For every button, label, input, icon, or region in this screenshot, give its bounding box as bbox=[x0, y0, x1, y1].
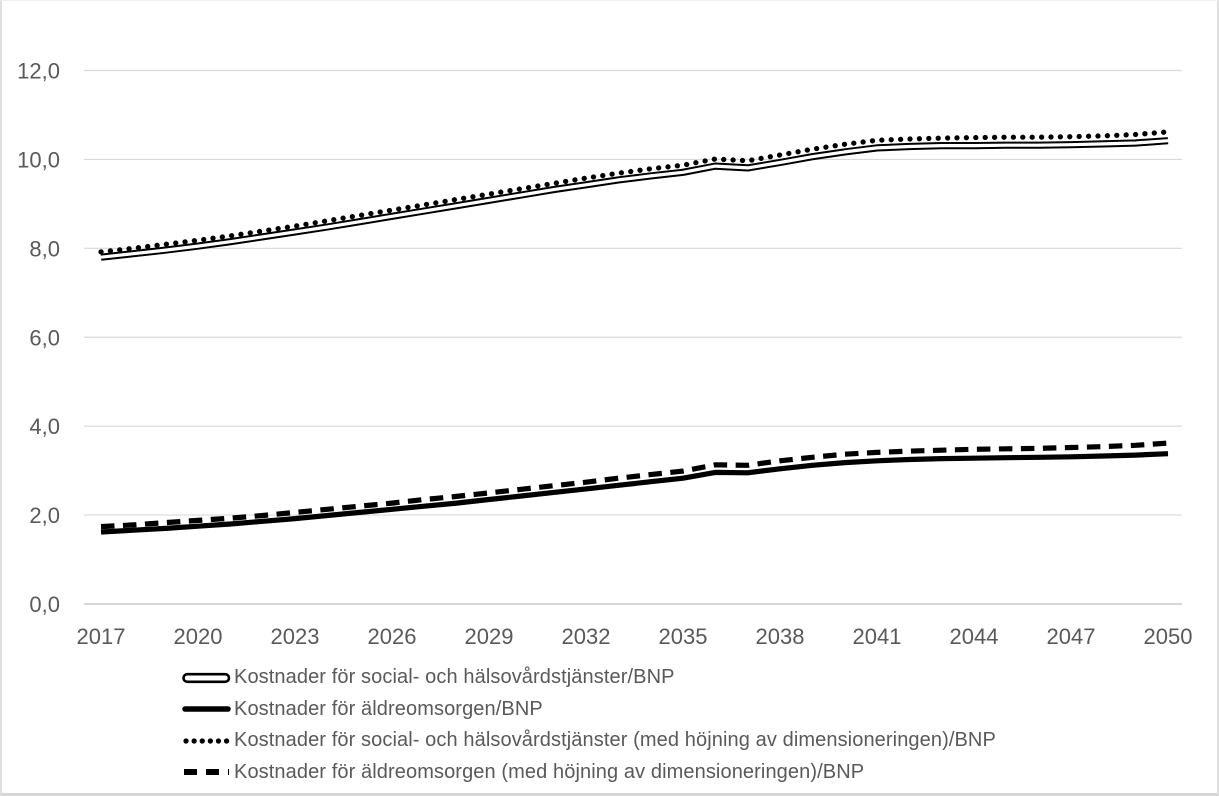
series-line-double-line bbox=[100, 139, 1169, 259]
x-tick-label: 2050 bbox=[1144, 624, 1193, 649]
line-chart-plot: 12,0 10,0 8,0 6,0 4,0 2,0 0,0 2017 2020 2023 2026 2… bbox=[17, 59, 1193, 650]
y-tick-label: 0,0 bbox=[29, 592, 60, 617]
legend-item-aldreomsorg: Kostnader för äldreomsorgen/BNP bbox=[182, 694, 996, 726]
legend-label: Kostnader för social- och hälsovårdstjän… bbox=[234, 666, 675, 689]
x-tick-label: 2041 bbox=[853, 624, 902, 649]
x-tick-label: 2020 bbox=[174, 624, 223, 649]
legend-item-social-halsovard-hojning: Kostnader för social- och hälsovårdstjän… bbox=[182, 725, 996, 757]
legend-marker-double-line-icon bbox=[182, 672, 231, 683]
x-tick-label: 2038 bbox=[756, 624, 805, 649]
x-tick-label: 2023 bbox=[271, 624, 320, 649]
y-tick-label: 6,0 bbox=[29, 325, 60, 350]
x-tick-label: 2017 bbox=[77, 624, 126, 649]
legend-marker-dotted-line-icon bbox=[183, 738, 231, 744]
series-line-solid bbox=[100, 451, 1169, 535]
legend-marker-dashed-line-icon bbox=[184, 769, 229, 776]
legend-item-social-halsovard: Kostnader för social- och hälsovårdstjän… bbox=[182, 662, 996, 694]
y-tick-label: 8,0 bbox=[29, 236, 60, 261]
series-line-dashed bbox=[100, 440, 1169, 530]
y-tick-label: 2,0 bbox=[29, 503, 60, 528]
x-tick-label: 2035 bbox=[659, 624, 708, 649]
x-tick-label: 2032 bbox=[562, 624, 611, 649]
x-tick-label: 2026 bbox=[368, 624, 417, 649]
legend-marker-solid-line-icon bbox=[182, 706, 231, 712]
legend-label: Kostnader för social- och hälsovårdstjän… bbox=[234, 729, 996, 752]
x-tick-label: 2044 bbox=[950, 624, 999, 649]
x-tick-label: 2029 bbox=[465, 624, 514, 649]
x-tick-label: 2047 bbox=[1047, 624, 1096, 649]
y-tick-label: 12,0 bbox=[17, 59, 60, 84]
legend-label: Kostnader för äldreomsorgen/BNP bbox=[234, 697, 543, 720]
y-tick-label: 4,0 bbox=[29, 414, 60, 439]
chart-legend: Kostnader för social- och hälsovårdstjän… bbox=[182, 662, 996, 788]
legend-label: Kostnader för äldreomsorgen (med höjning… bbox=[234, 760, 865, 783]
series-line-dotted bbox=[98, 129, 1171, 255]
legend-item-aldreomsorg-hojning: Kostnader för äldreomsorgen (med höjning… bbox=[182, 757, 996, 789]
series-line-double-line bbox=[100, 137, 1169, 261]
y-tick-label: 10,0 bbox=[17, 147, 60, 172]
